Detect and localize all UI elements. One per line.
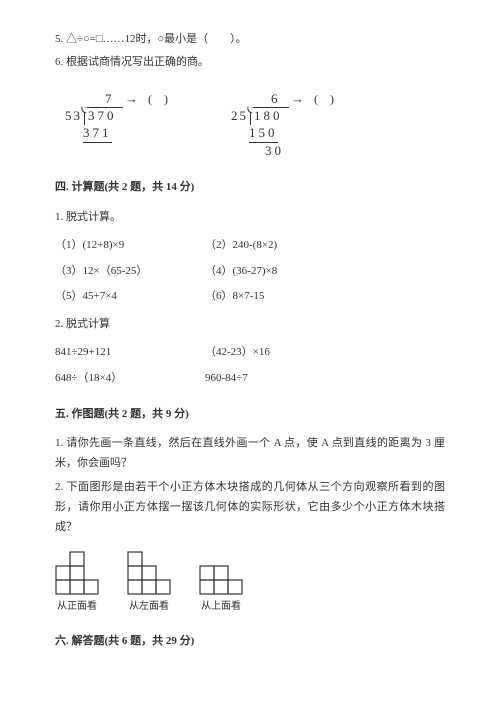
answer-blank: ( ) xyxy=(306,92,342,108)
dividend: 180 xyxy=(250,108,283,125)
dividend: 370 xyxy=(84,108,117,125)
arrow-icon: → xyxy=(291,91,304,108)
section-6-title: 六. 解答题(共 6 题，共 29 分) xyxy=(55,632,445,652)
left-view: 从左面看 xyxy=(127,551,171,616)
calc-item: 960-84÷7 xyxy=(205,369,248,389)
item-5-2: 2. 下面图形是由若干个小正方体木块搭成的几何体从三个方向观察所看到的图形，请你… xyxy=(55,478,445,537)
question-6: 6. 根据试商情况写出正确的商。 xyxy=(55,53,445,73)
item-5-1: 1. 请你先画一条直线，然后在直线外画一个 A 点，使 A 点到直线的距离为 3… xyxy=(55,434,445,474)
question-5: 5. △÷○=□……12时，○最小是（ ）。 xyxy=(55,30,445,50)
left-view-svg xyxy=(127,551,171,595)
calc-item: （2）240-(8×2) xyxy=(205,236,277,256)
calc-item: （3）12×（65-25） xyxy=(55,262,205,282)
calc-item: 841÷29+121 xyxy=(55,343,205,363)
arrow-icon: → xyxy=(125,91,138,108)
answer-blank: ( ) xyxy=(140,92,176,108)
calc-item: （5）45+7×4 xyxy=(55,287,205,307)
long-division-1: 7 → ( ) 53 370 371 xyxy=(65,91,176,161)
top-view-svg xyxy=(199,551,243,595)
step-remainder: 30 xyxy=(265,143,284,158)
view-label: 从正面看 xyxy=(55,598,99,616)
calc-item: （4）(36-27)×8 xyxy=(205,262,277,282)
trial-quotient: 7 xyxy=(83,91,123,109)
calc-item: （1）(12+8)×9 xyxy=(55,236,205,256)
calc-item: （6）8×7-15 xyxy=(205,287,264,307)
step-product: 150 xyxy=(249,125,278,143)
long-division-2: 6 → ( ) 25 180 150 30 xyxy=(231,91,342,161)
trial-quotient: 6 xyxy=(249,91,289,109)
item-4-2: 2. 脱式计算 xyxy=(55,315,445,335)
section-5-title: 五. 作图题(共 2 题，共 9 分) xyxy=(55,405,445,425)
view-label: 从左面看 xyxy=(127,598,171,616)
calc-item: （42-23）×16 xyxy=(205,343,270,363)
top-view: 从上面看 xyxy=(199,551,243,616)
step-product: 371 xyxy=(83,125,112,143)
item-4-1: 1. 脱式计算。 xyxy=(55,208,445,228)
cube-views: 从正面看 从左面看 从上面看 xyxy=(55,551,445,616)
section-4-title: 四. 计算题(共 2 题，共 14 分) xyxy=(55,178,445,198)
long-division-group: 7 → ( ) 53 370 371 6 → ( ) 25 180 150 30 xyxy=(65,91,445,161)
front-view-svg xyxy=(55,551,99,595)
view-label: 从上面看 xyxy=(199,598,243,616)
calc-item: 648÷（18×4） xyxy=(55,369,205,389)
front-view: 从正面看 xyxy=(55,551,99,616)
